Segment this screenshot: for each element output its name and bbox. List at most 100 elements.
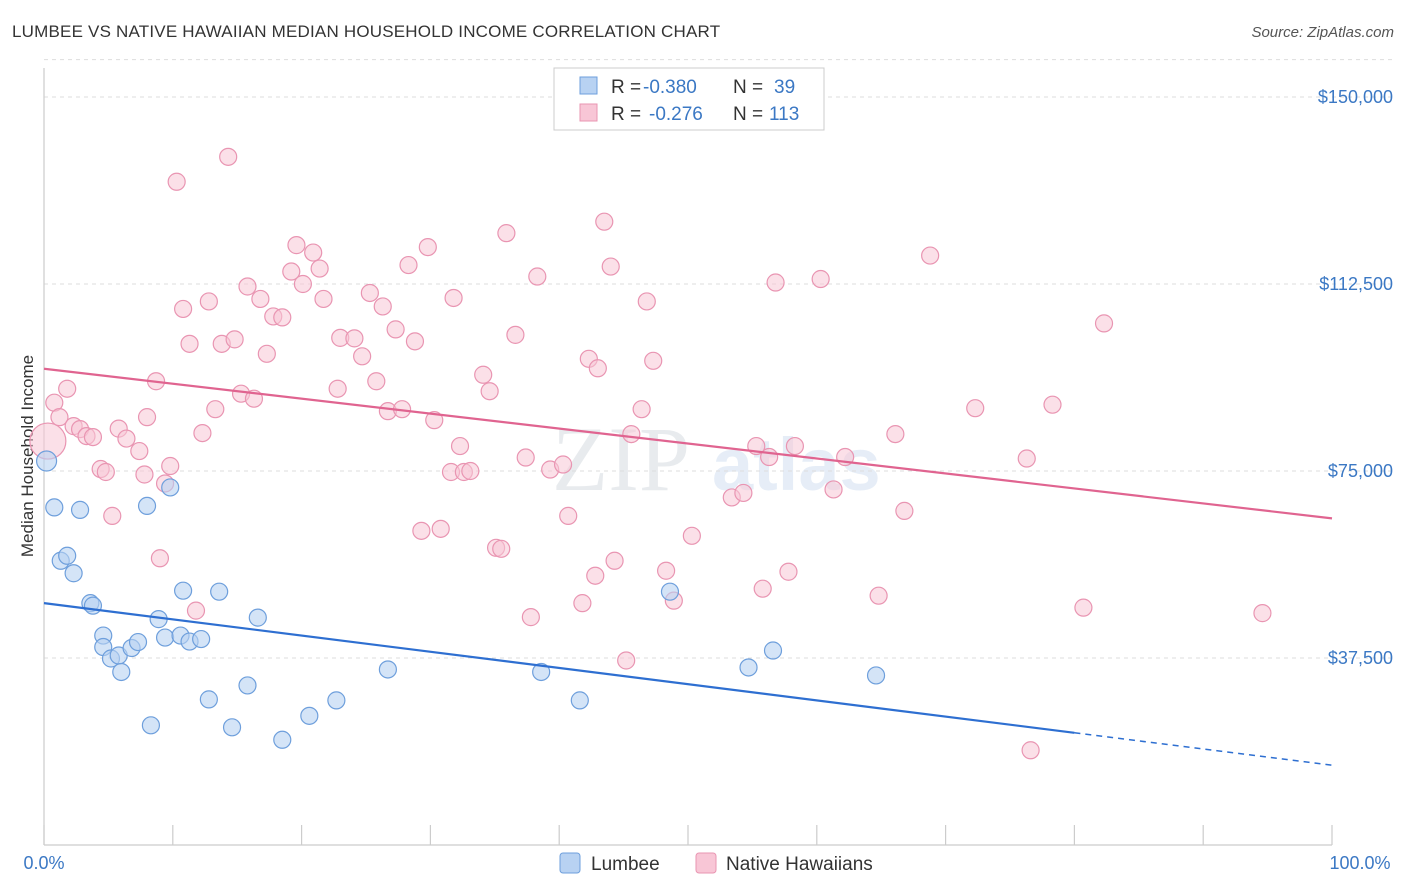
data-point-native-hawaiians: [586, 566, 605, 585]
series-native-hawaiians-points: [29, 147, 1272, 760]
data-point-native-hawaiians: [137, 408, 157, 427]
data-point-lumbee: [64, 564, 83, 583]
legend-r-value-lumbee: -0.380: [643, 77, 697, 98]
data-point-native-hawaiians: [605, 551, 624, 570]
data-point-native-hawaiians: [310, 259, 329, 278]
data-point-native-hawaiians: [257, 344, 276, 363]
bottom-legend-label-lumbee: Lumbee: [591, 854, 660, 875]
gridlines: [44, 59, 1395, 659]
data-point-lumbee: [174, 581, 193, 600]
data-point-lumbee: [35, 450, 58, 472]
data-point-native-hawaiians: [966, 399, 985, 418]
y-axis-label: Median Household Income: [18, 355, 37, 557]
series-legend: Lumbee Native Hawaiians: [559, 852, 873, 875]
data-point-native-hawaiians: [431, 519, 450, 538]
data-point-native-hawaiians: [480, 382, 499, 401]
legend-n-value-hawaiian: 113: [769, 104, 799, 125]
x-axis-ticks: [43, 825, 1333, 845]
data-point-native-hawaiians: [779, 562, 798, 581]
bottom-legend-label-hawaiian: Native Hawaiians: [726, 854, 873, 875]
data-point-native-hawaiians: [199, 292, 218, 311]
data-point-lumbee: [155, 628, 175, 647]
legend-n-value-lumbee: 39: [774, 77, 795, 98]
data-point-native-hawaiians: [412, 521, 431, 540]
data-point-lumbee: [866, 666, 886, 685]
data-point-native-hawaiians: [528, 267, 547, 286]
data-point-lumbee: [70, 500, 90, 519]
data-point-native-hawaiians: [869, 586, 888, 605]
data-point-native-hawaiians: [766, 273, 785, 292]
data-point-lumbee: [83, 596, 103, 615]
data-point-native-hawaiians: [373, 297, 392, 316]
data-point-lumbee: [112, 662, 131, 682]
data-point-native-hawaiians: [811, 269, 830, 289]
data-point-lumbee: [660, 582, 680, 601]
data-point-native-hawaiians: [824, 480, 843, 499]
data-point-native-hawaiians: [1074, 598, 1093, 617]
data-point-native-hawaiians: [180, 334, 199, 353]
data-point-native-hawaiians: [367, 372, 386, 391]
data-point-native-hawaiians: [516, 448, 535, 467]
data-point-native-hawaiians: [895, 501, 914, 520]
data-point-native-hawaiians: [328, 379, 347, 398]
data-point-lumbee: [210, 582, 229, 601]
data-point-native-hawaiians: [314, 289, 333, 309]
data-point-native-hawaiians: [644, 351, 663, 370]
data-point-native-hawaiians: [617, 651, 636, 670]
data-point-lumbee: [199, 690, 218, 709]
data-point-native-hawaiians: [474, 365, 493, 384]
y-tick-label: $150,000: [1318, 87, 1393, 107]
data-point-native-hawaiians: [632, 400, 651, 419]
data-point-native-hawaiians: [595, 212, 614, 231]
data-point-lumbee: [378, 660, 397, 679]
data-point-native-hawaiians: [386, 320, 405, 339]
data-point-native-hawaiians: [130, 441, 149, 461]
data-point-lumbee: [248, 608, 267, 627]
data-point-native-hawaiians: [282, 262, 301, 281]
series-lumbee-points: [35, 450, 886, 749]
data-point-lumbee: [273, 730, 292, 749]
data-point-native-hawaiians: [921, 246, 940, 265]
data-point-native-hawaiians: [622, 424, 641, 444]
legend-swatch-lumbee: [579, 76, 598, 95]
x-tick-label-min: 0.0%: [23, 853, 64, 873]
data-point-native-hawaiians: [161, 456, 180, 476]
data-point-lumbee: [532, 662, 551, 682]
data-point-lumbee: [300, 706, 319, 725]
data-point-native-hawaiians: [753, 579, 772, 598]
data-point-native-hawaiians: [601, 257, 620, 276]
data-point-native-hawaiians: [83, 427, 103, 447]
data-point-lumbee: [570, 691, 589, 710]
legend-n-label-hawaiian: N =: [733, 104, 763, 125]
data-point-native-hawaiians: [103, 506, 122, 525]
x-tick-label-max: 100.0%: [1329, 853, 1390, 873]
data-point-lumbee: [45, 498, 64, 517]
y-tick-label: $37,500: [1328, 648, 1393, 668]
stats-legend-box: [553, 67, 825, 131]
data-point-lumbee: [137, 496, 157, 516]
trend-line-native-hawaiians: [43, 367, 1333, 520]
data-point-native-hawaiians: [50, 408, 69, 427]
data-point-lumbee: [192, 629, 211, 649]
data-point-native-hawaiians: [58, 379, 77, 398]
data-point-native-hawaiians: [353, 347, 372, 366]
data-point-lumbee: [58, 546, 77, 565]
stats-legend: R = -0.380 N = 39 R = -0.276 N = 113: [553, 67, 825, 131]
data-point-native-hawaiians: [345, 329, 364, 348]
data-point-lumbee: [238, 676, 257, 695]
watermark-zip: ZIP: [552, 408, 690, 510]
data-point-native-hawaiians: [637, 292, 656, 311]
data-point-native-hawaiians: [251, 289, 270, 309]
data-point-native-hawaiians: [444, 288, 463, 308]
data-point-native-hawaiians: [304, 243, 323, 262]
data-point-native-hawaiians: [506, 325, 525, 344]
data-point-native-hawaiians: [785, 436, 805, 456]
chart-title: LUMBEE VS NATIVE HAWAIIAN MEDIAN HOUSEHO…: [12, 22, 721, 41]
trend-line-lumbee: [43, 602, 1075, 734]
data-point-native-hawaiians: [293, 274, 312, 294]
data-point-lumbee: [128, 632, 148, 652]
legend-n-label-lumbee: N =: [733, 77, 763, 98]
data-point-lumbee: [763, 641, 783, 660]
trend-lines: [43, 367, 1333, 766]
